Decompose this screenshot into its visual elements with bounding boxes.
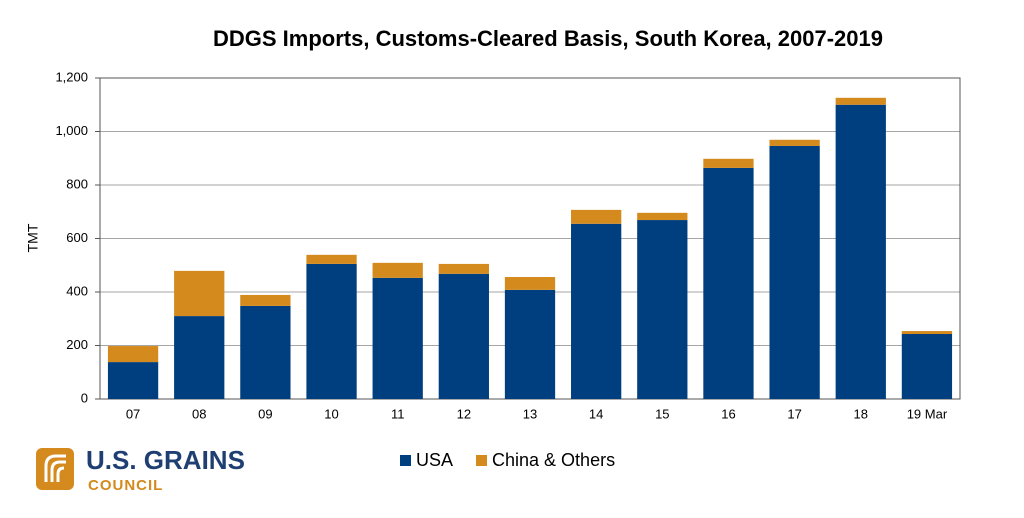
bar-segment [769,139,820,146]
bar-segment [240,305,291,399]
legend-label: USA [416,450,453,470]
x-tick-label: 13 [523,406,537,421]
x-tick-label: 08 [192,406,206,421]
bar-segment [107,346,159,363]
x-tick-label: 16 [721,406,735,421]
bar-segment [769,145,820,399]
logo-name: U.S. GRAINS [86,445,245,475]
bar-segment [571,209,622,224]
logo-icon [36,448,74,490]
bar-segment [637,212,688,221]
x-tick-label: 14 [589,406,603,421]
x-tick-label: 15 [655,406,669,421]
bar-segment [306,263,357,399]
y-tick-label: 400 [66,283,88,298]
x-tick-label: 11 [391,406,405,421]
bar-segment [703,167,754,399]
bar-segment [637,220,688,399]
legend-swatch [400,455,411,466]
bar-segment [438,273,489,399]
bar-segment [504,277,556,290]
bar-segment [174,270,225,317]
bar-segment [901,333,953,399]
y-tick-label: 0 [81,390,88,405]
y-tick-label: 1,000 [55,123,88,138]
x-tick-label: 07 [126,406,140,421]
legend-swatch [476,455,488,466]
y-tick-label: 1,200 [55,69,88,84]
x-tick-label: 19 Mar [907,406,948,421]
chart-title: DDGS Imports, Customs-Cleared Basis, Sou… [213,26,883,51]
bar-segment [504,289,556,399]
y-tick-label: 600 [66,230,88,245]
bar-segment [835,97,886,105]
y-axis-label: TMT [25,223,41,252]
x-tick-label: 10 [324,406,338,421]
y-tick-label: 200 [66,337,88,352]
x-tick-label: 12 [457,406,471,421]
legend-label: China & Others [492,450,615,470]
bar-segment [240,294,291,306]
logo: U.S. GRAINS COUNCIL [36,445,245,494]
x-tick-label: 18 [854,406,868,421]
logo-sub: COUNCIL [88,477,163,494]
bar-segment [703,158,754,168]
bar-segment [571,223,622,399]
logo-mark [44,454,66,482]
bar-segment [835,104,886,399]
bar-segment [438,263,489,274]
bar-segment [174,316,225,399]
bar-segment [372,262,423,278]
x-tick-label: 17 [787,406,801,421]
bar-segment [901,331,953,334]
x-tick-label: 09 [258,406,272,421]
bar-segment [107,362,159,399]
bar-segment [372,277,423,399]
y-tick-label: 800 [66,176,88,191]
bar-segment [306,254,357,264]
